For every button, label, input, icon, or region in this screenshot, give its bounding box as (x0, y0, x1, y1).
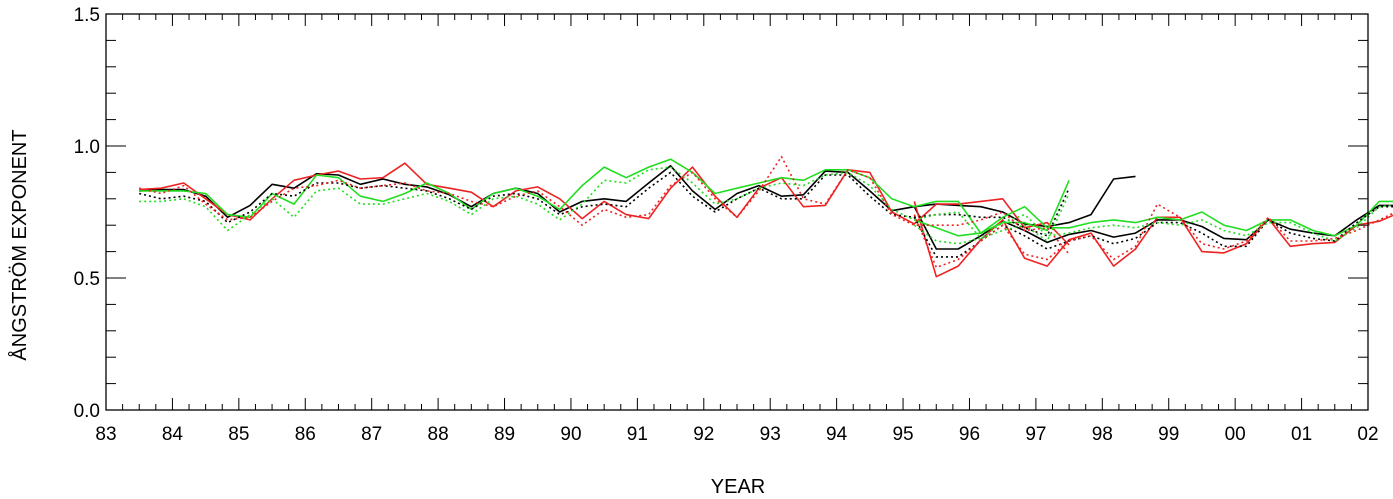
x-tick-label: 94 (826, 424, 848, 445)
x-tick-label: 00 (1225, 424, 1246, 445)
x-tick-label: 02 (1357, 424, 1378, 445)
x-axis-title: YEAR (711, 476, 765, 498)
y-axis-title: ÅNGSTRÖM EXPONENT (8, 129, 31, 360)
y-tick-label: 0.0 (74, 401, 100, 422)
plot-area: 83 84 85 86 87 88 89 90 91 92 93 94 95 96 97 98 99 00 01 02… (74, 5, 1393, 445)
series-line-1-segment-1 (913, 201, 1393, 278)
series-line-4-segment-1 (913, 203, 1393, 269)
plot-frame (105, 13, 1369, 411)
y-tick-label: 1.0 (74, 137, 100, 158)
x-tick-label: 91 (627, 424, 648, 445)
x-tick-label: 92 (693, 424, 714, 445)
series-line-3-segment-1 (913, 205, 1393, 258)
series-line-0-segment-0 (139, 165, 1136, 228)
x-tick-label: 01 (1291, 424, 1312, 445)
x-tick-label: 95 (892, 424, 913, 445)
x-tick-label: 84 (162, 424, 184, 445)
x-tick-label: 85 (228, 424, 249, 445)
x-tick-label: 99 (1158, 424, 1179, 445)
series-line-5-segment-0 (139, 166, 1070, 242)
x-tick-label: 83 (95, 424, 116, 445)
series-line-5-segment-1 (913, 204, 1393, 245)
x-tick-label: 97 (1025, 424, 1046, 445)
y-tick-label: 1.5 (74, 5, 100, 26)
x-tick-label: 98 (1092, 424, 1113, 445)
x-tick-label: 90 (560, 424, 581, 445)
series-line-2-segment-1 (914, 200, 1393, 237)
x-tick-label: 89 (494, 424, 515, 445)
x-tick-label: 88 (428, 424, 449, 445)
x-tick-label: 87 (361, 424, 382, 445)
series-line-1-segment-0 (139, 162, 1070, 246)
x-tick-label: 93 (760, 424, 781, 445)
y-tick-label: 0.5 (74, 269, 100, 290)
series-line-2-segment-0 (139, 158, 1070, 234)
series-line-0-segment-1 (913, 204, 1393, 250)
x-tick-label: 96 (959, 424, 980, 445)
x-tick-label: 86 (295, 424, 316, 445)
